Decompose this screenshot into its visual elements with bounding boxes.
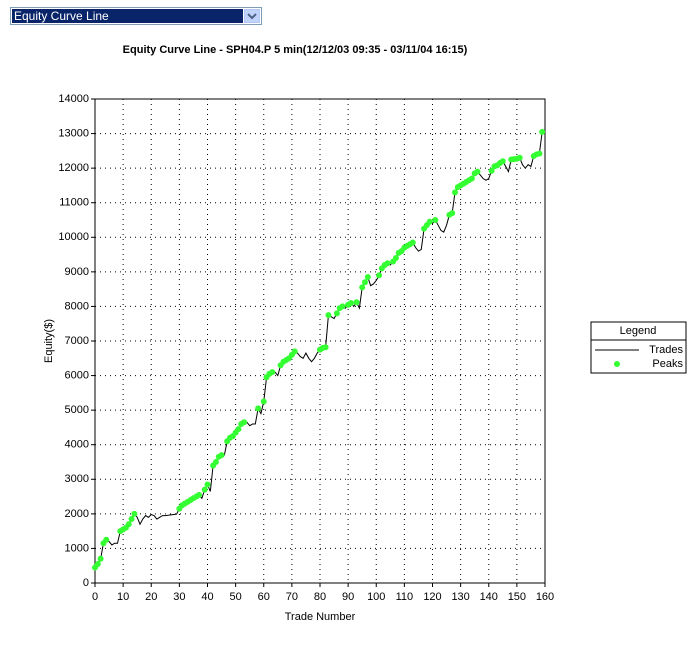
peak-point: [269, 369, 276, 376]
chart-title: Equity Curve Line - SPH04.P 5 min(12/12/…: [123, 44, 468, 56]
peak-point: [536, 150, 543, 157]
peak-point: [196, 491, 203, 498]
peak-point: [432, 217, 439, 223]
peak-point: [488, 167, 495, 174]
y-tick-label: 1000: [65, 542, 89, 554]
y-tick-label: 9000: [65, 266, 89, 278]
peak-point: [204, 481, 211, 488]
peak-point: [333, 310, 340, 317]
x-tick-label: 160: [536, 591, 554, 603]
peak-point: [474, 168, 481, 175]
y-tick-label: 8000: [65, 300, 89, 312]
peak-point: [392, 255, 399, 262]
y-tick-label: 12000: [58, 162, 89, 174]
legend-label: Peaks: [652, 358, 683, 370]
y-tick-label: 11000: [59, 197, 89, 209]
legend-title: Legend: [620, 325, 657, 337]
legend-swatch: [614, 361, 620, 367]
plot-frame: [94, 98, 546, 584]
x-tick-label: 120: [423, 591, 441, 603]
peak-point: [426, 218, 433, 225]
x-tick-label: 140: [480, 591, 498, 603]
x-tick-label: 10: [117, 591, 129, 603]
chart: Equity Curve Line - SPH04.P 5 min(12/12/…: [43, 44, 687, 623]
x-tick-label: 0: [92, 591, 98, 603]
peak-point: [241, 419, 248, 426]
peak-point: [339, 303, 346, 310]
x-tick-label: 20: [145, 591, 157, 603]
x-tick-label: 130: [451, 591, 469, 603]
y-tick-label: 7000: [65, 335, 89, 347]
peak-point: [322, 344, 329, 351]
y-tick-label: 6000: [65, 369, 89, 381]
peak-point: [364, 274, 371, 281]
peak-point: [362, 279, 368, 286]
x-tick-label: 110: [396, 591, 414, 603]
peak-point: [347, 299, 354, 306]
peak-point: [359, 284, 366, 291]
y-tick-label: 10000: [58, 231, 89, 243]
peak-point: [384, 260, 391, 267]
y-tick-label: 14000: [58, 93, 89, 105]
x-tick-label: 30: [173, 591, 185, 603]
legend-label: Trades: [649, 344, 683, 356]
y-tick-label: 0: [83, 577, 89, 589]
x-axis-label: Trade Number: [285, 611, 356, 623]
chart-selector[interactable]: Equity Curve Line: [10, 7, 262, 25]
y-tick-label: 13000: [58, 127, 89, 139]
x-tick-label: 90: [342, 591, 354, 603]
peak-point: [235, 426, 242, 433]
x-tick-label: 70: [286, 591, 298, 603]
peak-point: [409, 239, 416, 246]
peak-point: [468, 175, 475, 182]
peak-point: [94, 560, 101, 567]
peak-point: [201, 486, 208, 493]
peak-point: [97, 555, 104, 562]
y-tick-label: 3000: [65, 473, 89, 485]
peak-point: [325, 312, 332, 319]
legend-box: [590, 321, 687, 374]
y-tick-label: 4000: [65, 439, 89, 451]
peak-point: [539, 128, 546, 135]
peak-point: [128, 516, 135, 523]
peak-point: [125, 521, 132, 528]
selected-option: Equity Curve Line: [12, 9, 243, 23]
y-tick-label: 5000: [65, 404, 89, 416]
legend: Legend Trades Peaks: [590, 321, 687, 374]
peak-point: [260, 398, 267, 405]
peak-point: [499, 158, 506, 165]
y-axis-label: Equity($): [43, 319, 55, 363]
peak-point: [218, 452, 225, 459]
x-tick-label: 150: [508, 591, 526, 603]
peak-point: [376, 272, 383, 279]
x-tick-label: 60: [258, 591, 270, 603]
peak-point: [103, 536, 110, 543]
peak-point: [291, 348, 298, 355]
peak-point: [449, 210, 456, 217]
x-tick-label: 100: [367, 591, 385, 603]
x-tick-label: 80: [314, 591, 326, 603]
x-tick-label: 50: [230, 591, 242, 603]
peak-point: [255, 405, 262, 412]
peak-point: [212, 459, 219, 465]
peak-point: [131, 510, 138, 517]
peak-point: [516, 154, 523, 161]
peak-point: [353, 299, 360, 306]
peak-point: [452, 189, 458, 196]
y-tick-label: 2000: [65, 508, 89, 520]
dropdown-button[interactable]: [244, 9, 260, 23]
x-tick-label: 40: [201, 591, 213, 603]
arrow-icon: [247, 13, 257, 20]
